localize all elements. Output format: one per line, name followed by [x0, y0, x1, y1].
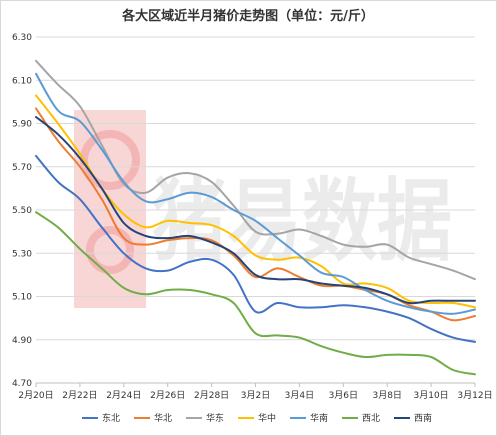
- y-tick-label: 5.70: [12, 163, 32, 173]
- x-tick-label: 2月22日: [62, 390, 97, 401]
- legend-label: 东北: [102, 412, 120, 424]
- series-line-西北: [35, 211, 476, 376]
- x-tick-label: 3月6日: [329, 390, 358, 401]
- legend-label: 华北: [154, 412, 172, 424]
- legend: 东北 华北 华东 华中 华南 西北 西南: [82, 412, 432, 424]
- watermark-logo-block: [74, 110, 146, 308]
- x-tick-label: 3月8日: [372, 390, 401, 401]
- y-axis: 4.70 4.90 5.10 5.30 5.50 5.70 5.90 6.10 6.30: [12, 33, 32, 389]
- legend-label: 华南: [310, 412, 328, 424]
- x-tick-label: 2月28日: [194, 390, 229, 401]
- y-tick-label: 5.10: [12, 293, 32, 303]
- chart-title: 各大区域近半月猪价走势图（单位：元/斤）: [121, 8, 374, 24]
- legend-label: 华东: [206, 412, 224, 424]
- y-tick-label: 5.50: [12, 206, 32, 216]
- series-line-华南: [35, 72, 476, 315]
- y-tick-label: 5.90: [12, 120, 32, 130]
- legend-label: 西南: [414, 412, 432, 424]
- series-lines: [35, 59, 476, 376]
- x-tick-label: 3月4日: [285, 390, 314, 401]
- y-tick-label: 4.90: [12, 336, 32, 346]
- series-line-东北: [35, 154, 476, 343]
- x-tick-label: 3月10日: [414, 390, 449, 401]
- y-tick-label: 6.30: [12, 33, 32, 43]
- x-tick-label: 2月20日: [18, 390, 53, 401]
- watermark-logo-ring-2: [86, 226, 134, 274]
- y-tick-label: 5.30: [12, 249, 32, 259]
- x-tick-label: 3月12日: [457, 390, 492, 401]
- series-line-西南: [35, 116, 476, 305]
- x-tick-label: 3月2日: [241, 390, 270, 401]
- legend-label: 华中: [258, 412, 276, 424]
- x-axis: 2月20日 2月22日 2月24日 2月26日 2月28日 3月2日 3月4日 3月6日 3月8…: [18, 382, 493, 401]
- x-tick-label: 2月24日: [106, 390, 141, 401]
- legend-label: 西北: [362, 413, 380, 424]
- x-tick-label: 2月26日: [150, 390, 185, 401]
- y-tick-label: 6.10: [12, 76, 32, 86]
- y-tick-label: 4.70: [12, 379, 32, 389]
